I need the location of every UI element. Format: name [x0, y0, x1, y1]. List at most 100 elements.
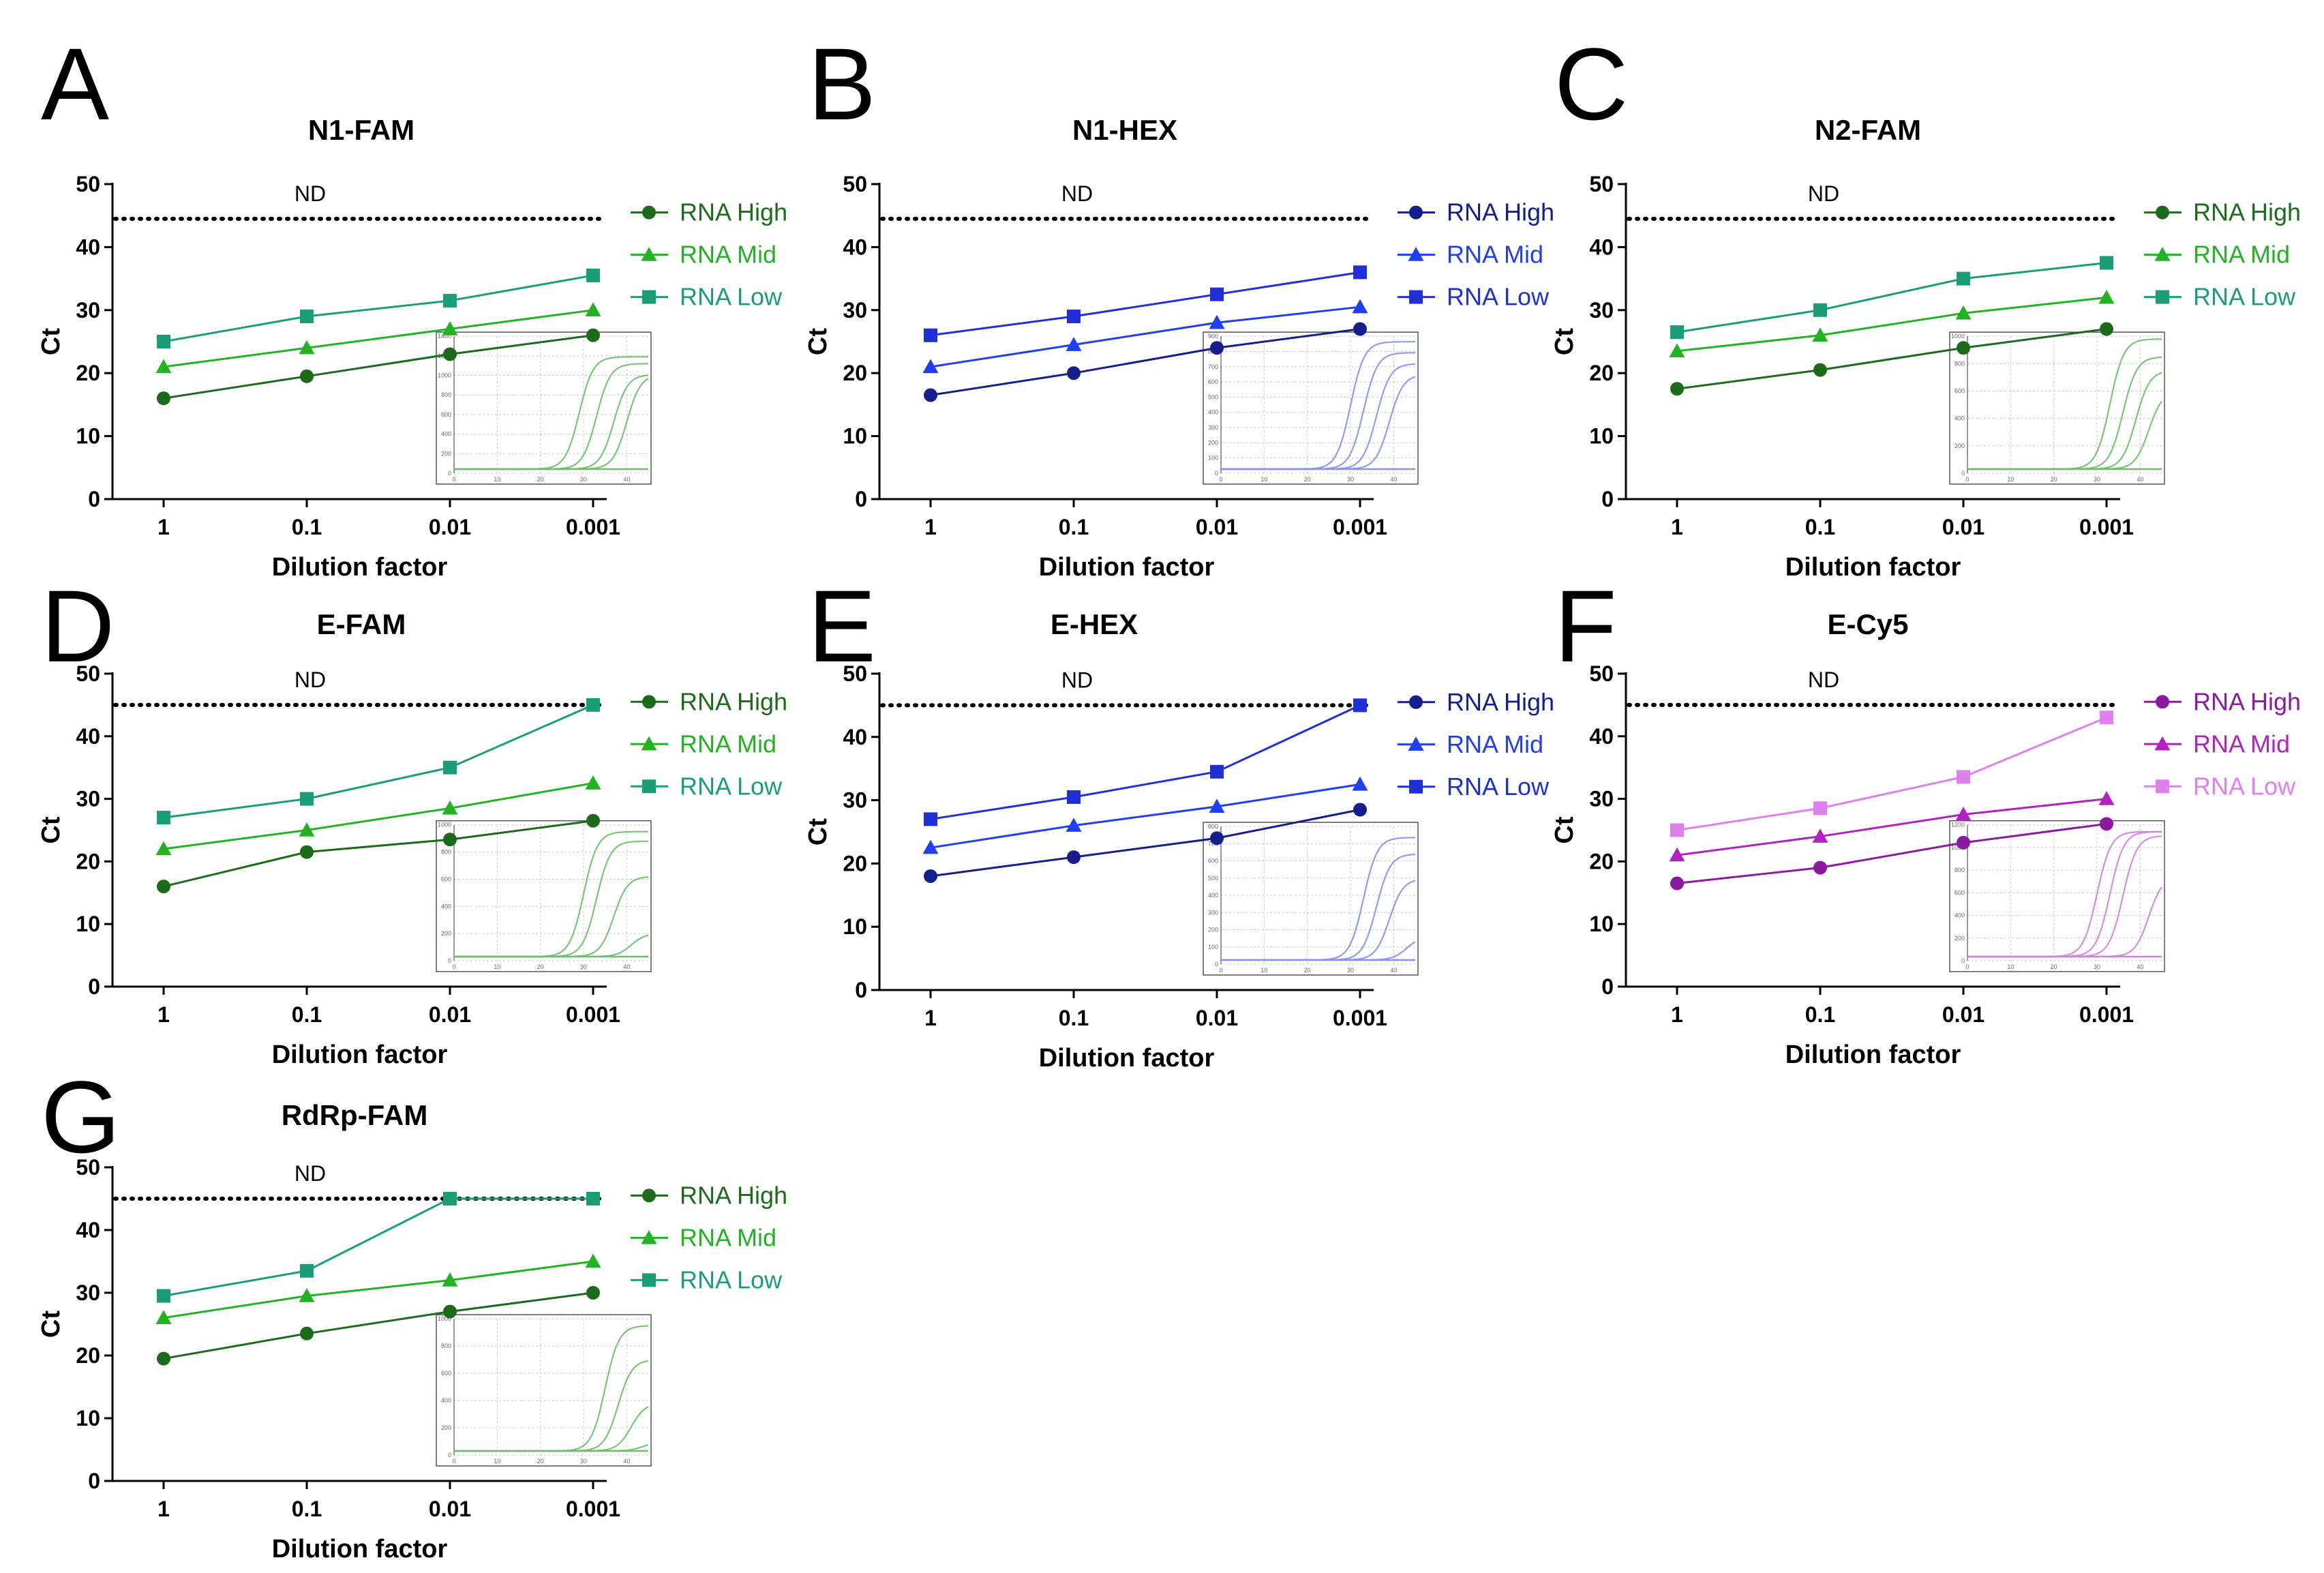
series-rna-low	[924, 265, 1367, 342]
panel-d: D E-FAM 0 10 20 30 40 50 1 0.1 0.01 0.001 Dilution f…	[37, 569, 787, 1069]
legend-label: RNA High	[2193, 687, 2301, 715]
inset-y-tick-label: 700	[1208, 363, 1218, 370]
series-line	[163, 274, 594, 343]
inset-x-tick-label: 40	[2137, 963, 2143, 970]
data-point	[2098, 289, 2115, 304]
data-point	[300, 1263, 314, 1278]
data-point	[1353, 265, 1367, 280]
y-tick-label: 0	[855, 978, 867, 1002]
series-line	[1676, 798, 2107, 856]
legend-item: RNA Mid	[631, 730, 776, 758]
series-line	[1676, 328, 2107, 390]
inset-y-tick-label: 800	[1955, 360, 1965, 367]
series-rna-mid	[1669, 289, 2115, 358]
inset-amplification-plot: 0 200 400 600 800 1000 0 10 20 30 40	[436, 1314, 652, 1467]
panel-title: N1-HEX	[1072, 114, 1177, 146]
legend-item: RNA High	[2144, 198, 2301, 226]
y-axis-label: Ct	[804, 328, 832, 355]
inset-frame	[436, 1314, 652, 1467]
data-point	[1813, 860, 1827, 875]
inset-y-tick-label: 1400	[438, 333, 451, 340]
legend-label: RNA High	[2193, 198, 2301, 226]
series-line	[930, 305, 1361, 368]
y-tick-label: 30	[843, 298, 867, 323]
panel-letter: B	[808, 27, 876, 141]
data-point	[1670, 823, 1684, 837]
inset-x-tick-label: 40	[623, 1458, 630, 1465]
inset-amplification-plot: 0 200 400 600 800 1000 0 10 20 30 40	[436, 820, 652, 972]
legend-item: RNA Mid	[2144, 241, 2290, 269]
data-point	[586, 268, 600, 282]
y-tick-label: 40	[843, 725, 867, 749]
legend-marker	[2156, 779, 2169, 794]
inset-y-tick-label: 0	[1215, 470, 1218, 477]
inset-x-tick-label: 30	[580, 476, 587, 483]
data-point	[1353, 322, 1367, 336]
y-tick-label: 10	[76, 424, 100, 449]
series-rna-low	[157, 268, 600, 348]
y-tick-label: 40	[1589, 235, 1614, 259]
inset-y-tick-label: 1000	[438, 822, 451, 828]
data-point	[586, 1192, 600, 1205]
inset-y-tick-label: 600	[441, 411, 451, 418]
legend-item: RNA Mid	[1398, 730, 1543, 758]
data-point	[1669, 343, 1685, 358]
data-point	[1670, 876, 1684, 890]
series-rna-low	[157, 698, 600, 825]
y-tick-label: 0	[855, 487, 867, 511]
y-tick-label: 40	[76, 1218, 100, 1242]
x-tick-label: 0.01	[429, 1002, 471, 1027]
inset-x-tick-label: 40	[1390, 967, 1397, 974]
series-line	[1676, 716, 2107, 831]
x-tick-label: 0.01	[1942, 515, 1985, 539]
inset-y-tick-label: 100	[1208, 455, 1218, 462]
legend-marker	[642, 290, 656, 304]
series-rna-high	[157, 328, 600, 406]
legend-marker	[1409, 290, 1423, 304]
x-tick-label: 0.1	[292, 1497, 322, 1521]
inset-amplification-plot: 0100200300400500600700800010203040	[1203, 822, 1419, 976]
legend-label: RNA Mid	[1447, 241, 1543, 269]
series-line	[163, 334, 594, 400]
legend-item: RNA High	[1398, 688, 1554, 716]
panel-c: C N2-FAM 0 10 20 30 40 50 1 0.1 0.01 0.001 Dilution …	[1550, 27, 2301, 582]
series-line	[1676, 262, 2107, 333]
data-point	[1670, 382, 1684, 396]
data-point	[443, 293, 457, 308]
nd-label: ND	[295, 181, 326, 206]
inset-y-tick-label: 600	[1955, 889, 1965, 896]
inset-y-tick-label: 200	[1208, 439, 1218, 446]
y-tick-label: 30	[1589, 787, 1614, 811]
data-point	[2100, 710, 2113, 725]
y-tick-label: 40	[76, 235, 100, 259]
series-line	[163, 704, 594, 819]
data-point	[1209, 798, 1225, 813]
data-point	[1957, 770, 1970, 784]
inset-y-tick-label: 200	[441, 1424, 451, 1431]
legend-marker	[1409, 695, 1423, 709]
y-tick-label: 50	[76, 661, 100, 686]
inset-y-tick-label: 1000	[438, 1315, 451, 1322]
inset-x-tick-label: 20	[537, 963, 544, 970]
inset-x-tick-label: 10	[2007, 963, 2014, 970]
panel-a: A N1-FAM 0 10 20 30 40 50 1 0.1 0.01 0.001 Dilution …	[37, 27, 787, 582]
y-tick-label: 30	[76, 1280, 100, 1305]
inset-x-tick-label: 0	[1219, 967, 1222, 974]
legend-item: RNA Mid	[631, 1223, 776, 1251]
legend-label: RNA High	[680, 1181, 787, 1209]
inset-amplification-curve	[454, 378, 649, 470]
data-point	[1352, 776, 1368, 791]
legend-label: RNA High	[680, 687, 787, 715]
x-tick-label: 0.001	[566, 1002, 620, 1027]
data-point	[1813, 303, 1827, 317]
inset-x-tick-label: 30	[2094, 476, 2100, 483]
series-rna-low	[1670, 256, 2113, 340]
data-point	[924, 812, 937, 826]
y-tick-label: 20	[76, 361, 100, 385]
x-tick-label: 1	[157, 1002, 170, 1027]
legend-item: RNA High	[631, 687, 787, 715]
data-point	[155, 841, 172, 856]
inset-y-tick-label: 0	[448, 1452, 451, 1458]
y-tick-label: 0	[88, 1469, 100, 1493]
data-point	[1067, 850, 1081, 865]
